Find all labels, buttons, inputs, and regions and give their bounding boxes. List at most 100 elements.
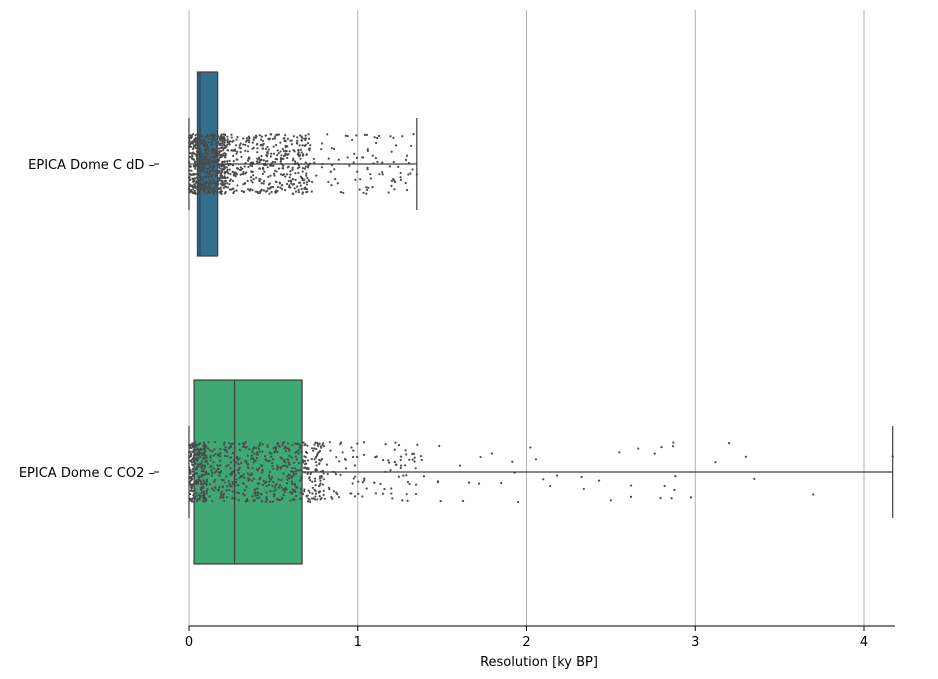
data-point	[258, 466, 261, 470]
data-point	[352, 455, 355, 459]
data-point	[265, 496, 268, 499]
data-point	[215, 469, 218, 472]
data-point	[194, 137, 197, 140]
data-point	[637, 447, 640, 450]
data-point	[264, 160, 268, 163]
data-point	[285, 447, 288, 450]
data-point	[270, 186, 273, 189]
data-point	[217, 164, 221, 167]
data-point	[223, 441, 226, 444]
data-point	[381, 161, 384, 164]
data-point	[266, 166, 269, 169]
data-point	[212, 186, 215, 189]
data-point	[301, 170, 304, 173]
data-point	[399, 178, 402, 181]
data-point	[672, 441, 675, 444]
data-point	[291, 183, 294, 186]
data-point	[411, 452, 414, 456]
data-point	[197, 169, 200, 172]
data-point	[199, 483, 202, 486]
data-point	[362, 191, 365, 195]
data-point	[246, 150, 250, 153]
data-point	[271, 458, 275, 461]
data-point	[314, 492, 318, 495]
data-point	[201, 494, 205, 497]
data-point	[203, 490, 206, 493]
data-point	[210, 137, 213, 141]
data-point	[275, 133, 278, 136]
data-point	[194, 165, 197, 168]
data-point	[380, 171, 384, 174]
data-point	[296, 153, 299, 156]
data-point	[189, 444, 192, 447]
data-point	[286, 156, 289, 160]
data-point	[284, 149, 287, 152]
data-point	[203, 450, 206, 454]
data-point	[200, 183, 203, 186]
data-point	[280, 157, 284, 161]
data-point	[200, 466, 203, 470]
data-point	[348, 164, 351, 167]
data-point	[353, 464, 357, 467]
data-point	[214, 185, 217, 188]
data-point	[194, 153, 197, 156]
data-point	[419, 454, 423, 458]
data-point	[319, 445, 322, 448]
data-point	[228, 142, 231, 145]
grid-lines	[188, 10, 865, 626]
data-point	[334, 473, 338, 476]
data-point	[297, 449, 300, 452]
data-point	[224, 446, 227, 449]
data-point	[238, 144, 241, 147]
data-point	[286, 442, 290, 445]
data-point	[353, 152, 356, 155]
data-point	[221, 496, 224, 499]
data-point	[190, 500, 194, 503]
data-point	[207, 472, 210, 475]
data-point	[270, 452, 273, 455]
data-point	[244, 459, 247, 462]
data-point	[405, 154, 409, 157]
data-point	[281, 464, 285, 468]
data-point	[243, 476, 246, 479]
data-point	[318, 490, 321, 493]
data-point	[195, 456, 198, 460]
data-point	[227, 172, 230, 175]
data-point	[245, 445, 248, 448]
data-point	[256, 190, 259, 194]
data-point	[196, 184, 200, 187]
data-point	[320, 148, 323, 151]
data-point	[263, 170, 266, 173]
data-point	[205, 445, 208, 448]
data-point	[212, 150, 215, 153]
data-point	[238, 476, 241, 479]
data-point	[299, 497, 302, 500]
data-point	[237, 471, 240, 475]
data-point	[236, 491, 239, 494]
data-point	[256, 468, 259, 472]
data-point	[299, 469, 302, 472]
data-point	[241, 492, 245, 495]
data-point	[219, 455, 222, 458]
data-point	[246, 454, 249, 457]
data-point	[249, 188, 252, 191]
data-point	[256, 142, 259, 146]
data-point	[195, 500, 199, 503]
data-point	[198, 479, 201, 482]
data-point	[273, 174, 276, 177]
data-point	[310, 457, 313, 461]
data-point	[250, 179, 253, 182]
data-point	[308, 179, 311, 183]
data-point	[200, 169, 203, 172]
data-point	[292, 135, 295, 138]
data-point	[714, 461, 717, 464]
data-point	[191, 140, 194, 143]
data-point	[238, 448, 241, 451]
data-point	[201, 141, 204, 145]
data-point	[358, 188, 361, 191]
data-point	[325, 463, 329, 466]
data-point	[223, 152, 226, 155]
data-point	[205, 460, 209, 463]
data-point	[251, 479, 254, 482]
data-point	[252, 138, 255, 141]
